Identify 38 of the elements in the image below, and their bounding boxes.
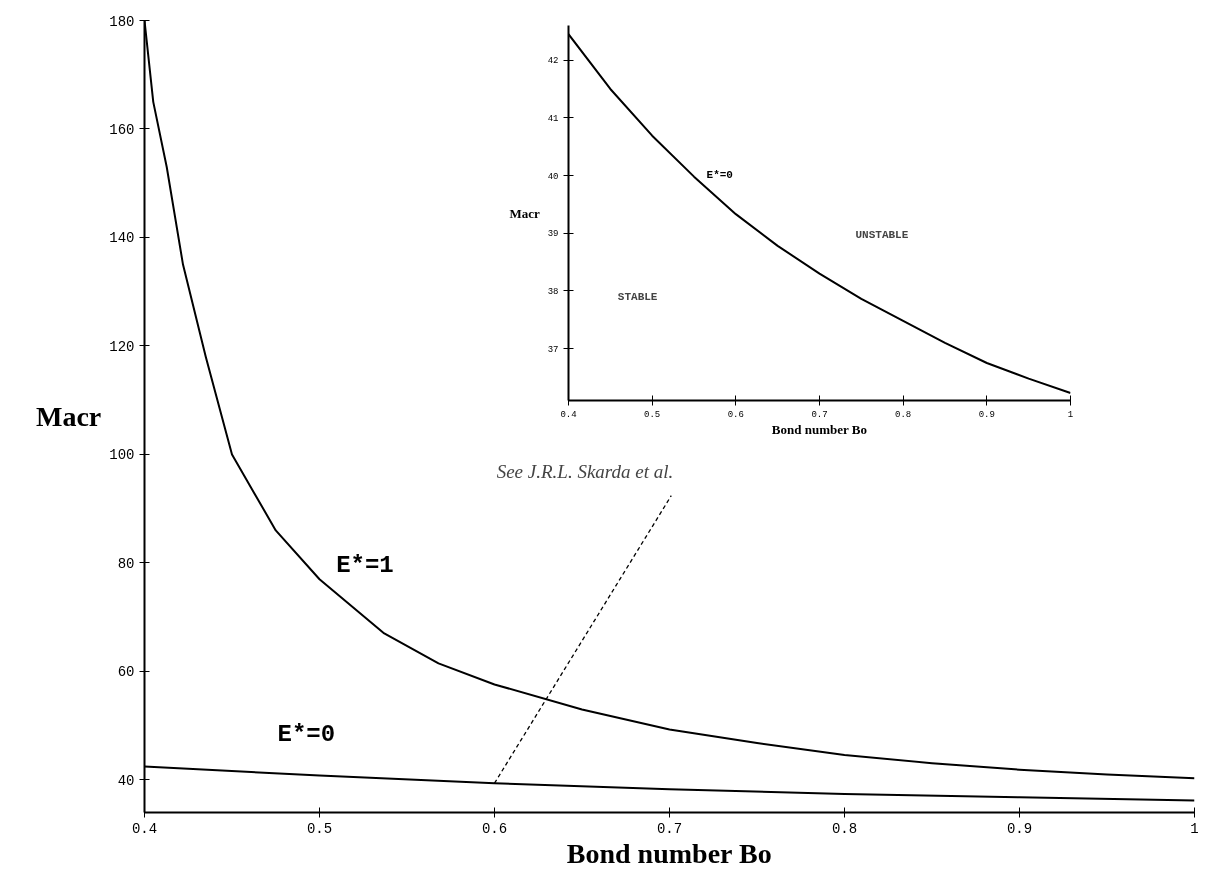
y-tick-label: 60: [117, 664, 135, 681]
series-label: E*=0: [706, 169, 733, 182]
x-tick-label: 0.6: [727, 409, 744, 420]
annotation: STABLE: [617, 290, 658, 303]
x-tick-label: 0.6: [481, 820, 508, 837]
x-tick-label: 0.7: [811, 409, 828, 420]
x-tick-label: 0.5: [306, 820, 333, 837]
y-axis-title: Macr: [509, 205, 540, 221]
x-tick-label: 0.9: [978, 409, 995, 420]
x-tick-label: 1: [1190, 820, 1199, 837]
y-tick-label: 42: [547, 56, 559, 67]
x-tick-label: 0.4: [131, 820, 158, 837]
y-tick-label: 80: [117, 555, 135, 572]
y-axis-title: Macr: [36, 401, 102, 432]
x-axis-title: Bond number Bo: [771, 421, 867, 437]
y-tick-label: 120: [109, 338, 135, 355]
y-tick-label: 160: [109, 121, 135, 138]
x-tick-label: 1: [1067, 409, 1074, 420]
x-tick-label: 0.9: [1006, 820, 1033, 837]
y-tick-label: 40: [547, 171, 559, 182]
x-tick-label: 0.5: [644, 409, 661, 420]
y-tick-label: 40: [117, 772, 135, 789]
x-tick-label: 0.8: [831, 820, 858, 837]
y-tick-label: 37: [547, 344, 559, 355]
y-tick-label: 140: [109, 230, 135, 247]
y-tick-label: 100: [109, 447, 135, 464]
x-tick-label: 0.4: [560, 409, 577, 420]
y-tick-label: 39: [547, 229, 559, 240]
series-label: E*=0: [277, 720, 336, 748]
x-axis-title: Bond number Bo: [566, 837, 772, 869]
x-tick-label: 0.8: [895, 409, 912, 420]
y-tick-label: 41: [547, 113, 559, 124]
y-tick-label: 38: [547, 286, 559, 297]
x-tick-label: 0.7: [656, 820, 683, 837]
annotation: See J.R.L. Skarda et al.: [496, 461, 674, 483]
annotation: UNSTABLE: [855, 228, 909, 241]
y-tick-label: 180: [109, 13, 135, 30]
series-label: E*=1: [336, 552, 394, 580]
